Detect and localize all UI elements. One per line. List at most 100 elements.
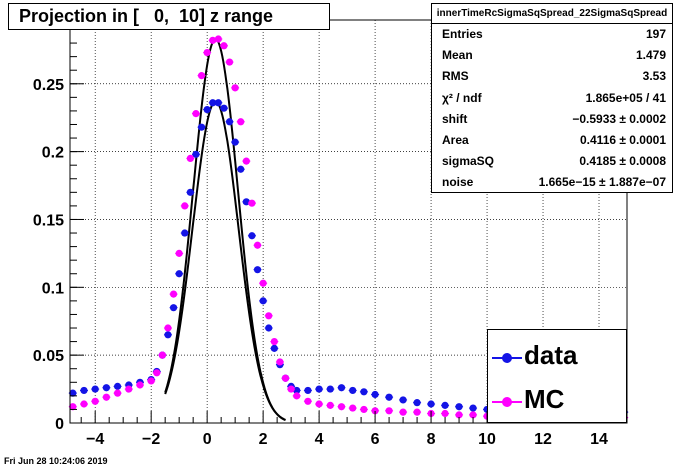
grid-lines — [70, 20, 627, 423]
data-point-mc — [181, 202, 189, 210]
data-point-data — [360, 388, 368, 396]
data-point-mc — [270, 337, 278, 346]
stats-row-rms: RMS 3.53 — [432, 66, 672, 87]
data-point-mc — [413, 408, 421, 416]
x-tick-label: 0 — [203, 431, 212, 448]
data-point-data — [169, 304, 178, 312]
data-point-mc — [399, 408, 407, 416]
stats-row-noise: noise 1.665e−15 ± 1.887e−07 — [432, 172, 672, 193]
data-point-data — [80, 386, 88, 395]
data-point-mc — [276, 358, 284, 366]
data-point-mc — [164, 324, 172, 332]
data-point-data — [220, 104, 228, 112]
stats-row-sigmasq: sigmaSQ 0.4185 ± 0.0008 — [432, 151, 672, 172]
plot-frame — [69, 19, 628, 424]
legend-label-mc: MC — [524, 384, 565, 414]
data-point-mc — [231, 84, 239, 92]
data-point-mc — [441, 409, 449, 418]
data-point-data — [253, 266, 262, 274]
stats-key: Mean — [442, 48, 473, 63]
stats-value: 1.479 — [635, 48, 666, 63]
legend-entry-data: data — [488, 336, 628, 376]
fit-curve — [164, 37, 286, 422]
data-point-mc — [385, 407, 393, 415]
stats-key: Area — [442, 132, 469, 147]
data-point-data — [455, 403, 463, 411]
fit-curve — [164, 100, 286, 421]
data-point-data — [225, 118, 234, 126]
data-point-mc — [253, 241, 262, 249]
data-point-data — [259, 297, 267, 305]
data-point-mc — [214, 35, 222, 43]
data-point-mc — [265, 312, 273, 320]
stats-box: innerTimeRcSigmaSqSpread_22SigmaSqSpread… — [431, 3, 673, 193]
x-tick-label: 10 — [478, 431, 496, 448]
data-point-mc — [203, 48, 211, 57]
x-tick-label: 14 — [590, 431, 608, 448]
data-point-mc — [80, 400, 88, 408]
data-point-mc — [169, 290, 178, 298]
stats-header: innerTimeRcSigmaSqSpread_22SigmaSqSpread — [432, 4, 672, 24]
stats-row-chi2: χ² / ndf 1.865e+05 / 41 — [432, 88, 672, 109]
stats-value: 3.53 — [642, 69, 666, 84]
data-point-data — [175, 270, 183, 278]
data-point-data — [270, 344, 278, 352]
data-point-data — [231, 138, 239, 146]
data-point-data — [192, 150, 200, 158]
data-point-data — [102, 384, 110, 392]
data-point-mc — [197, 72, 206, 80]
data-point-mc — [349, 404, 357, 412]
data-point-mc — [371, 407, 379, 415]
data-point-mc — [186, 154, 194, 163]
stats-value: −0.5933 ± 0.0002 — [572, 111, 666, 126]
x-tick-label: 12 — [534, 431, 552, 448]
data-point-data — [337, 384, 346, 392]
data-point-mc — [192, 110, 200, 118]
legend-marker-mc — [492, 397, 522, 407]
data-point-mc — [102, 393, 110, 401]
data-point-data — [469, 404, 477, 412]
data-point-data — [441, 401, 449, 409]
stats-value: 1.665e−15 ± 1.887e−07 — [538, 175, 666, 190]
stats-key: χ² / ndf — [442, 90, 482, 105]
data-point-data — [304, 386, 312, 395]
x-tick-label: 4 — [315, 431, 324, 448]
data-point-data — [349, 386, 357, 395]
data-point-mc — [455, 411, 463, 419]
data-point-mc — [281, 374, 290, 382]
data-point-mc — [360, 405, 368, 414]
stats-key: RMS — [442, 69, 469, 84]
fit-curves — [164, 37, 286, 422]
stats-key: sigmaSQ — [442, 154, 495, 169]
data-point-mc — [287, 385, 295, 393]
x-tick-label: 2 — [259, 431, 268, 448]
data-point-mc — [175, 249, 183, 257]
data-point-data — [385, 393, 393, 401]
stats-row-entries: Entries 197 — [432, 24, 672, 45]
data-point-data — [203, 105, 211, 114]
data-point-data — [186, 188, 194, 196]
data-point-mc — [147, 377, 155, 385]
stats-key: Entries — [442, 27, 483, 41]
data-point-mc — [337, 403, 346, 411]
stats-row-area: Area 0.4116 ± 0.0001 — [432, 130, 672, 151]
data-point-data — [413, 399, 421, 407]
legend-marker-data — [492, 353, 522, 363]
data-point-data — [248, 232, 256, 240]
data-point-data — [209, 99, 217, 107]
plot-title: Projection in [ 0, 10] z range — [8, 3, 330, 30]
datestamp: Fri Jun 28 10:24:06 2019 — [4, 456, 108, 466]
data-point-mc — [153, 369, 161, 377]
legend: data MC — [487, 329, 627, 423]
y-tick-label: 0.2 — [42, 145, 64, 162]
y-tick-label: 0.05 — [33, 348, 64, 365]
data-point-data — [164, 331, 172, 339]
data-point-mc — [293, 392, 301, 400]
y-tick-label: 0 — [55, 416, 64, 433]
data-point-mc — [259, 279, 267, 287]
data-point-data — [237, 165, 245, 173]
axes: −4 −2 0 2 4 6 8 10 12 14 0 0.05 0.1 0.15 0.2 0.25 — [33, 28, 628, 448]
data-point-data — [214, 99, 222, 107]
stats-key: shift — [442, 111, 468, 126]
y-tick-label: 0.25 — [33, 77, 64, 94]
